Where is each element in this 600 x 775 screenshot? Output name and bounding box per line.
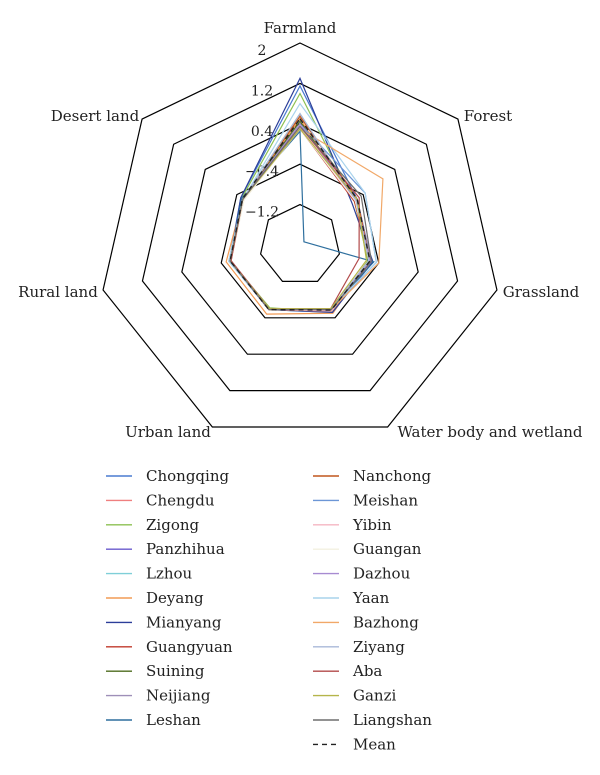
legend-label: Ganzi — [353, 687, 396, 705]
tick-label: 1.2 — [251, 83, 273, 99]
legend-item: Mean — [313, 735, 396, 753]
legend-item: Chengdu — [106, 491, 215, 509]
legend-item: Chongqing — [106, 467, 229, 485]
series-layer — [225, 76, 384, 315]
grid-ring — [220, 163, 380, 319]
legend-item: Ganzi — [313, 687, 396, 705]
axis-label: Grassland — [503, 283, 580, 301]
legend-label: Mianyang — [146, 613, 222, 631]
grid-ring — [141, 82, 459, 392]
legend: Chongqing Chengdu Zigong Panzhihua Lzhou Deya… — [106, 467, 432, 753]
axis-labels: Farmland Forest Grassland Water body and we… — [18, 19, 583, 441]
legend-label: Lzhou — [146, 565, 193, 583]
legend-item: Lzhou — [106, 565, 193, 583]
legend-item: Aba — [313, 662, 382, 680]
radar-grid — [102, 42, 498, 428]
legend-label: Chongqing — [146, 467, 229, 485]
tick-label: 2 — [258, 43, 267, 59]
legend-item: Bazhong — [313, 613, 419, 631]
legend-item: Yaan — [313, 589, 390, 607]
series-line-mean — [229, 117, 371, 311]
legend-item: Dazhou — [313, 565, 411, 583]
legend-label: Nanchong — [353, 467, 431, 485]
axis-label: Farmland — [264, 19, 337, 37]
legend-item: Liangshan — [313, 711, 432, 729]
legend-item: Nanchong — [313, 467, 431, 485]
grid-ring — [102, 42, 498, 428]
legend-label: Deyang — [146, 589, 204, 607]
tick-label: −1.2 — [245, 205, 279, 221]
axis-label: Water body and wetland — [397, 423, 582, 441]
axis-label: Forest — [464, 107, 512, 125]
legend-item: Guangyuan — [106, 638, 233, 656]
legend-item: Yibin — [313, 516, 392, 534]
legend-label: Ziyang — [353, 638, 405, 656]
legend-label: Yaan — [352, 589, 390, 607]
legend-item: Leshan — [106, 711, 201, 729]
legend-label: Mean — [353, 735, 396, 753]
grid-ring — [259, 203, 341, 282]
legend-label: Neijiang — [146, 687, 211, 705]
legend-label: Dazhou — [353, 565, 411, 583]
legend-label: Guangan — [353, 540, 422, 558]
legend-label: Guangyuan — [146, 638, 233, 656]
legend-item: Deyang — [106, 589, 204, 607]
legend-label: Liangshan — [353, 711, 432, 729]
legend-label: Aba — [352, 662, 382, 680]
legend-item: Suining — [106, 662, 205, 680]
legend-label: Zigong — [146, 516, 200, 534]
legend-item: Meishan — [313, 491, 418, 509]
tick-labels: −1.2−0.40.41.22 — [245, 43, 279, 221]
legend-item: Neijiang — [106, 687, 211, 705]
legend-item: Panzhihua — [106, 540, 225, 558]
legend-item: Mianyang — [106, 613, 222, 631]
legend-label: Panzhihua — [146, 540, 225, 558]
tick-label: 0.4 — [251, 124, 273, 140]
legend-label: Leshan — [146, 711, 201, 729]
series-line-mianyang — [229, 76, 374, 313]
legend-item: Guangan — [313, 540, 422, 558]
legend-item: Ziyang — [313, 638, 405, 656]
axis-label: Rural land — [18, 283, 98, 301]
grid-ring — [181, 123, 419, 355]
legend-label: Bazhong — [353, 613, 419, 631]
axis-label: Urban land — [125, 423, 211, 441]
legend-label: Chengdu — [146, 491, 215, 509]
legend-label: Yibin — [352, 516, 392, 534]
legend-label: Suining — [146, 662, 205, 680]
legend-label: Meishan — [353, 491, 418, 509]
legend-item: Zigong — [106, 516, 200, 534]
axis-label: Desert land — [51, 107, 140, 125]
